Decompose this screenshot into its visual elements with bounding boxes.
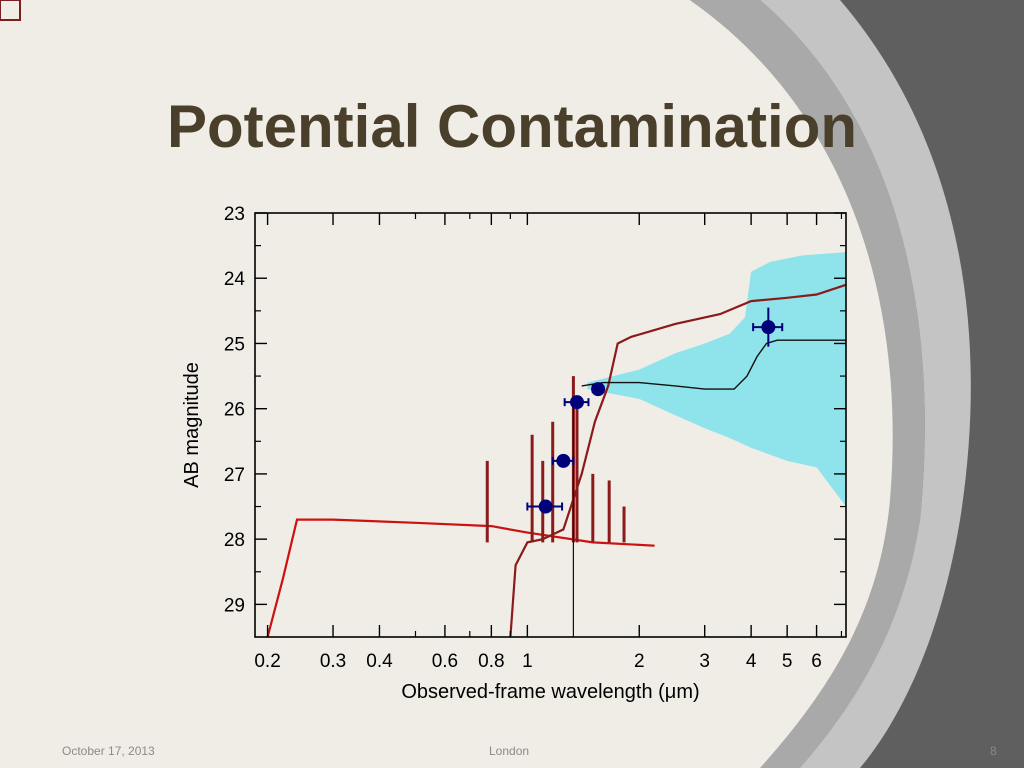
detection-point [556,453,571,468]
y-tick-label: 24 [224,269,246,290]
frame-swoosh-light [760,0,971,768]
model-point [0,0,21,21]
x-tick-label: 0.4 [366,651,393,672]
x-axis-label: Observed-frame wavelength (μm) [401,681,699,703]
footer-date: October 17, 2013 [62,744,155,758]
y-tick-label: 28 [224,530,245,551]
plot-frame [254,212,847,638]
y-tick-label: 27 [224,465,245,486]
y-tick-label: 29 [224,595,245,616]
slide-number: 8 [990,744,997,758]
mid-template-line [509,283,847,638]
x-tick-label: 2 [634,651,645,672]
y-tick-label: 25 [224,334,245,355]
y-axis-label: AB magnitude [181,362,203,488]
model-point [0,0,21,21]
x-tick-label: 0.2 [254,651,280,672]
slide-title: Potential Contamination [167,93,857,160]
x-tick-label: 4 [746,651,757,672]
detection-point [538,499,553,514]
x-tick-label: 0.3 [320,651,346,672]
x-tick-label: 0.8 [478,651,504,672]
x-tick-label: 6 [811,651,822,672]
x-tick-label: 3 [699,651,710,672]
model-point [0,0,21,21]
x-tick-label: 0.6 [432,651,458,672]
x-tick-label: 1 [522,651,533,672]
frame-swoosh [690,0,925,768]
footer-location: London [489,744,530,758]
model-point [0,0,21,21]
model-point [0,0,21,21]
lowz-template-line [266,518,655,638]
y-tick-label: 23 [224,204,245,225]
y-tick-label: 26 [224,400,245,421]
model-point [0,0,21,21]
highz-template-line [581,339,846,390]
uncertainty-band [587,252,846,507]
x-tick-label: 5 [782,651,793,672]
detection-point [569,395,584,410]
detection-point [591,382,606,397]
detection-point [761,320,776,335]
